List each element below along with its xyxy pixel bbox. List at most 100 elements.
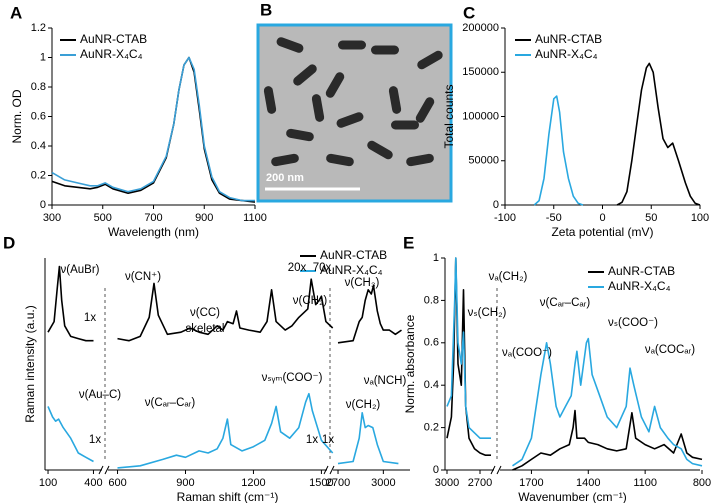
x-tick-label: 100	[39, 477, 57, 489]
y-tick-label: 1	[433, 252, 439, 264]
y-tick-label: 150000	[462, 66, 499, 78]
annotation: 1x	[89, 434, 101, 446]
series-line	[47, 392, 399, 469]
nanorod	[276, 37, 304, 53]
y-axis-title: Raman intensity (a.u.)	[23, 305, 37, 422]
nanorod	[406, 153, 434, 167]
annotation: νₛ(CH₂)	[468, 307, 507, 319]
annotation: skeletal	[186, 323, 225, 335]
x-tick-label: 600	[108, 477, 126, 489]
x-tick-label: 1100	[243, 212, 267, 224]
nanorod	[338, 40, 366, 50]
y-tick-label: 1.2	[31, 22, 46, 34]
series-line	[446, 257, 703, 471]
annotation: ν(Au–C)	[79, 389, 121, 401]
legend-label: AuNR-CTAB	[535, 32, 602, 46]
x-tick-label: 1400	[576, 477, 600, 489]
x-tick-label: 2700	[326, 477, 350, 489]
legend-label: AuNR-X₄C₄	[535, 47, 598, 61]
panel-label: E	[403, 233, 414, 252]
nanorod	[286, 128, 314, 142]
annotation: 20x	[288, 262, 307, 274]
axis-break	[323, 465, 335, 475]
nanorod	[311, 94, 325, 122]
annotation: ν(Cₐᵣ–Cₐᵣ)	[145, 397, 196, 409]
nanorod	[391, 120, 419, 130]
y-tick-label: 0	[433, 464, 439, 476]
x-tick-label: 3000	[371, 477, 395, 489]
y-tick-label: 0.6	[424, 337, 439, 349]
legend-label: AuNR-CTAB	[320, 248, 387, 262]
nanorod	[415, 97, 435, 123]
panel-label: D	[3, 233, 15, 252]
y-axis-title: Norm. absorbance	[403, 314, 417, 413]
annotation: ν(CH₂)	[346, 399, 381, 411]
x-tick-label: 100	[691, 212, 709, 224]
annotation: νₛᵧₘ(COO⁻)	[262, 372, 323, 384]
nanorod	[271, 153, 299, 167]
y-axis-title: Total counts	[442, 84, 456, 148]
nanorod	[293, 64, 317, 86]
x-tick-label: 0	[599, 212, 605, 224]
y-tick-label: 0.2	[31, 169, 46, 181]
series-line	[51, 56, 255, 202]
annotation: ν(CH₃)	[345, 277, 380, 289]
annotation: 1x	[306, 434, 318, 446]
y-tick-label: 100000	[462, 110, 499, 122]
annotation: 1x	[322, 434, 334, 446]
annotation: 70x	[313, 262, 332, 274]
panel-label: B	[260, 0, 272, 19]
annotation: νₐ(CH₂)	[489, 271, 528, 283]
nanorod	[367, 140, 393, 160]
legend-label: AuNR-CTAB	[608, 264, 675, 278]
nanorod	[336, 112, 364, 128]
nanorod	[325, 72, 345, 98]
x-tick-label: 900	[195, 212, 213, 224]
x-axis-title: Zeta potential (mV)	[551, 225, 653, 239]
series-line	[446, 257, 703, 467]
x-tick-label: 700	[144, 212, 162, 224]
x-tick-label: -50	[546, 212, 562, 224]
x-tick-label: 800	[693, 477, 711, 489]
annotation: ν(AuBr)	[61, 264, 100, 276]
y-tick-label: 50000	[468, 155, 499, 167]
x-tick-label: 1700	[519, 477, 543, 489]
x-tick-label: 3000	[435, 477, 459, 489]
annotation: νₐ(COO⁻)	[502, 347, 552, 359]
y-tick-label: 0	[493, 199, 499, 211]
y-tick-label: 0.8	[424, 294, 439, 306]
axis-break	[98, 465, 110, 475]
y-tick-label: 0.4	[424, 379, 439, 391]
annotation: ν(CN⁺)	[125, 271, 161, 283]
annotation: 1x	[84, 312, 96, 324]
x-tick-label: 1500	[309, 477, 333, 489]
x-tick-label: -100	[494, 212, 516, 224]
y-tick-label: 0.8	[31, 81, 46, 93]
y-tick-label: 0	[40, 199, 46, 211]
legend-label: AuNR-X₄C₄	[608, 279, 671, 293]
y-tick-label: 0.2	[424, 422, 439, 434]
y-tick-label: 1	[40, 51, 46, 63]
legend-label: AuNR-X₄C₄	[80, 47, 143, 61]
y-tick-label: 200000	[462, 22, 499, 34]
nanorod	[371, 45, 399, 55]
x-tick-label: 50	[645, 212, 657, 224]
x-tick-label: 500	[94, 212, 112, 224]
annotation: νₛ(COO⁻)	[608, 317, 658, 329]
x-tick-label: 300	[43, 212, 61, 224]
x-tick-label: 2700	[468, 477, 492, 489]
annotation: ν(CC)	[190, 307, 220, 319]
annotation: νₐ(NCH)	[364, 375, 407, 387]
series-line	[616, 62, 701, 206]
nanorod	[263, 86, 277, 114]
x-axis-title: Wavelength (nm)	[108, 225, 199, 239]
x-tick-label: 1100	[633, 477, 657, 489]
y-tick-label: 0.4	[31, 140, 46, 152]
nanorod	[417, 50, 443, 70]
legend-label: AuNR-CTAB	[80, 32, 147, 46]
panel-label: A	[10, 3, 22, 22]
annotation: ν(Cₐᵣ–Cₐᵣ)	[540, 297, 591, 309]
nanorod	[326, 153, 354, 167]
axis-break	[490, 465, 502, 475]
